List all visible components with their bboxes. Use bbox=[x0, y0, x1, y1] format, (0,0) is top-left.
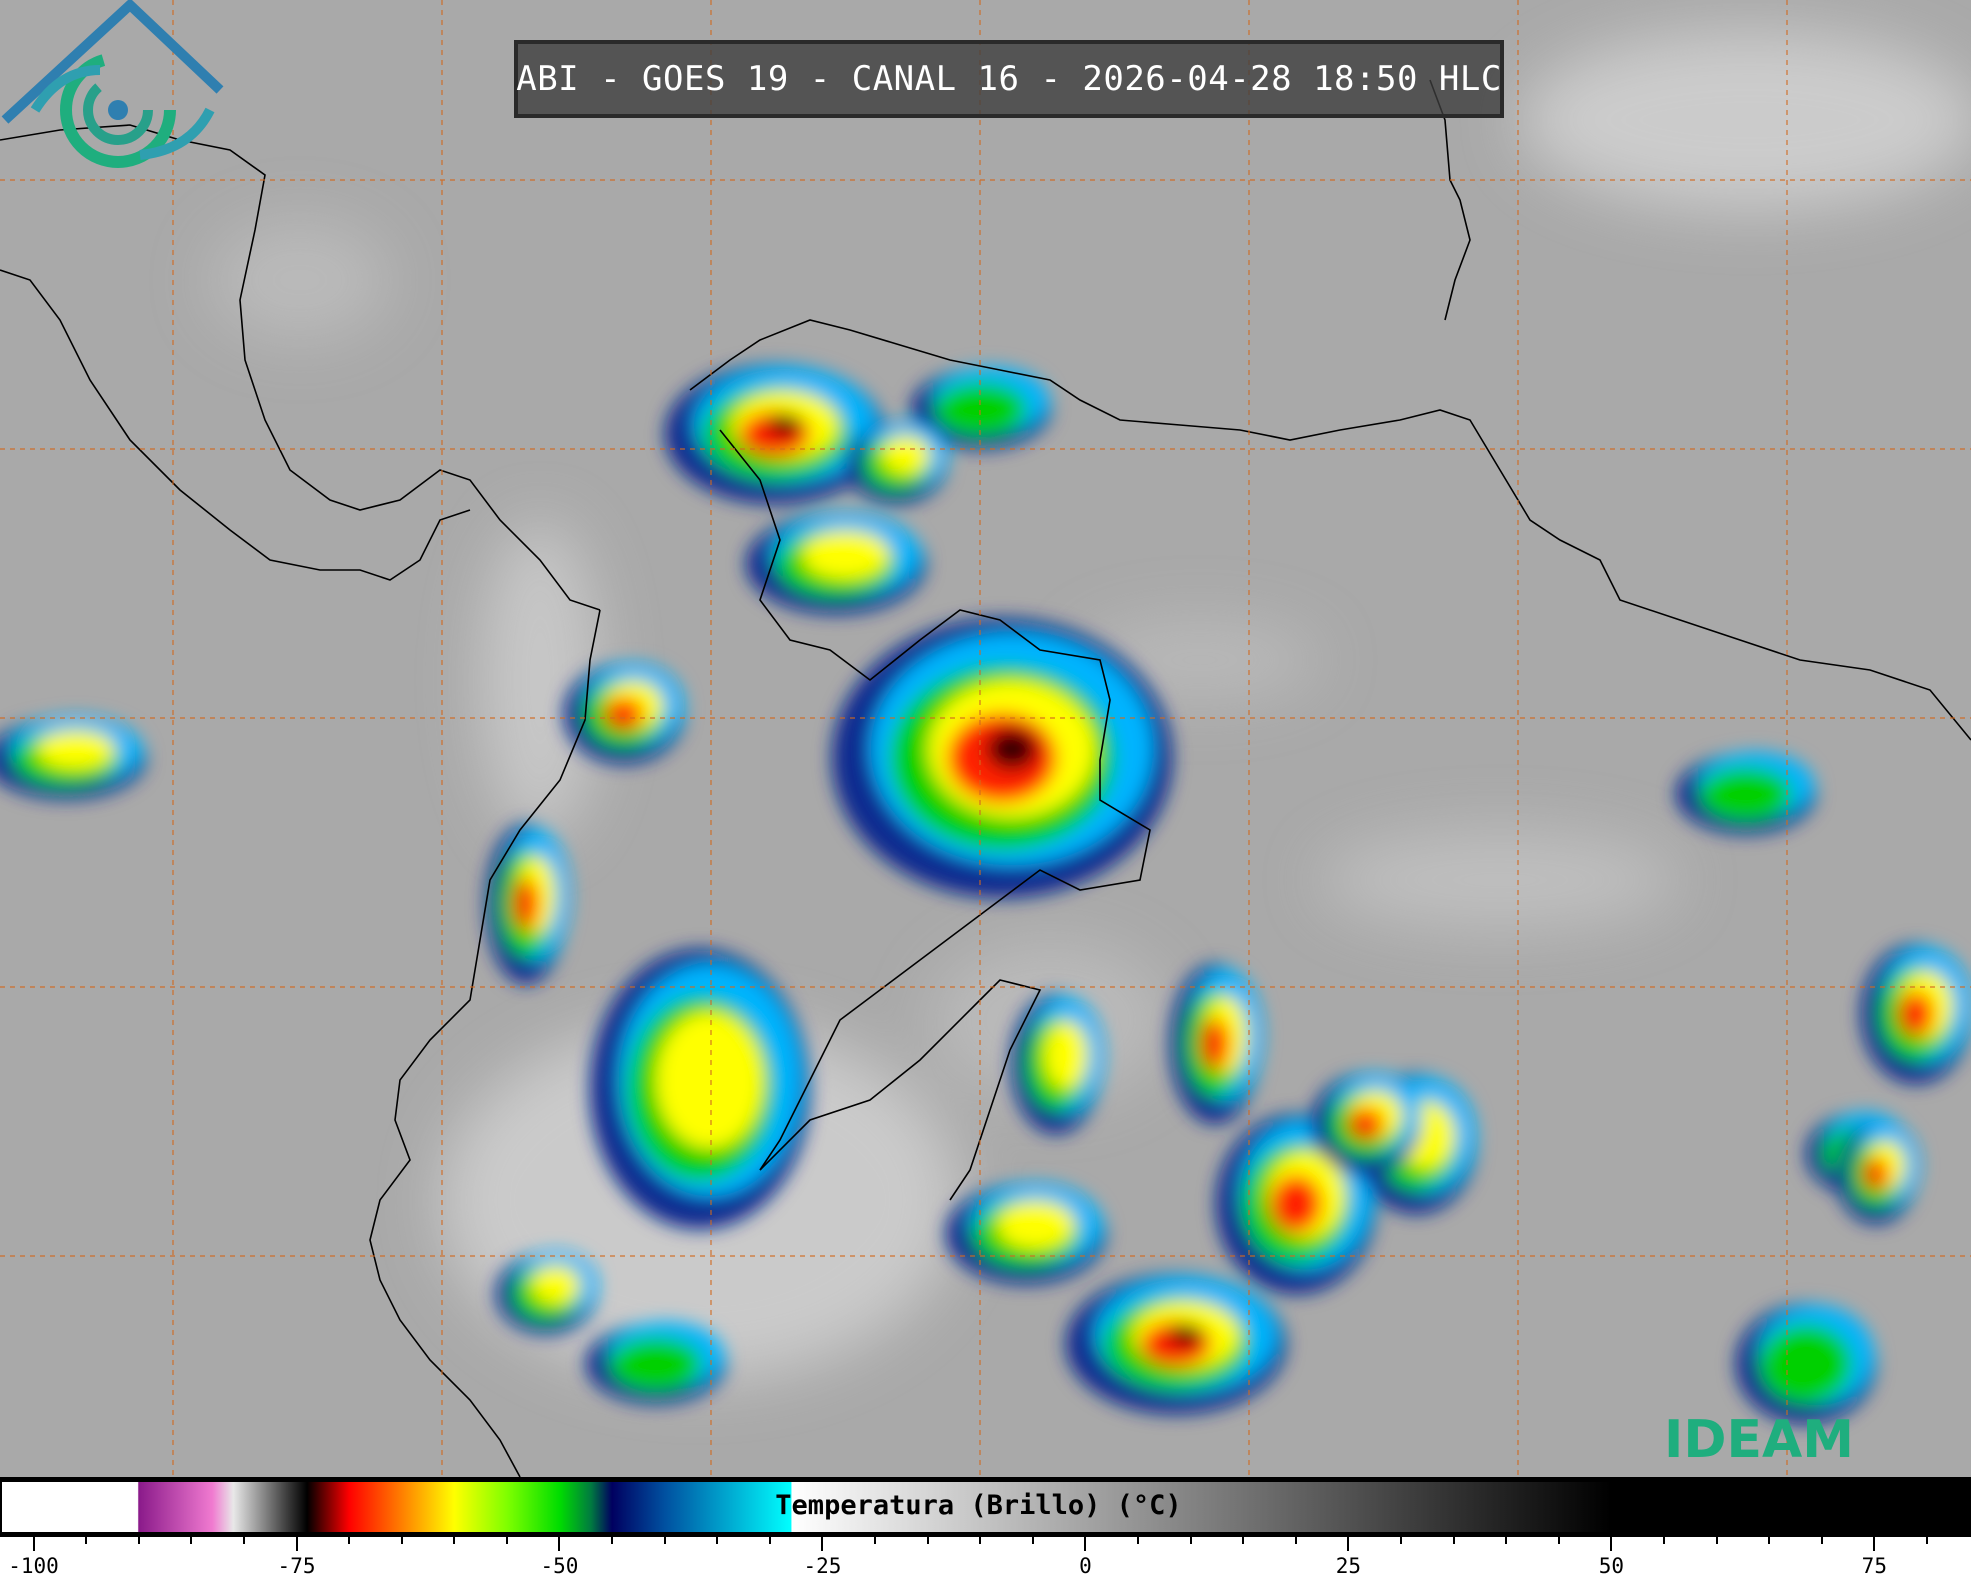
minor-tick bbox=[768, 1537, 771, 1544]
major-tick bbox=[1347, 1537, 1350, 1551]
tick-label: 75 bbox=[1861, 1554, 1887, 1577]
minor-tick bbox=[1715, 1537, 1718, 1544]
ideam-logo-icon bbox=[1, 0, 224, 168]
major-tick bbox=[558, 1537, 561, 1551]
minor-tick bbox=[874, 1537, 877, 1544]
major-tick bbox=[1084, 1537, 1087, 1551]
storm-cells bbox=[0, 364, 1971, 1424]
minor-tick bbox=[348, 1537, 351, 1544]
minor-tick bbox=[663, 1537, 666, 1544]
graticule bbox=[0, 0, 1971, 1477]
minor-tick bbox=[1925, 1537, 1928, 1544]
temperature-colorbar bbox=[2, 1482, 1969, 1532]
minor-tick bbox=[400, 1537, 403, 1544]
storm-cell bbox=[1311, 1073, 1422, 1174]
map-layer bbox=[0, 0, 1971, 1477]
tick-label: -25 bbox=[803, 1554, 842, 1577]
minor-tick bbox=[1820, 1537, 1823, 1544]
minor-tick bbox=[1452, 1537, 1455, 1544]
minor-tick bbox=[611, 1537, 614, 1544]
storm-cell bbox=[486, 824, 570, 984]
storm-cell bbox=[1861, 944, 1971, 1084]
storm-cell bbox=[1736, 1304, 1876, 1424]
minor-tick bbox=[505, 1537, 508, 1544]
storm-cell bbox=[1676, 751, 1816, 834]
minor-tick bbox=[926, 1537, 929, 1544]
storm-cell bbox=[564, 663, 684, 764]
minor-tick bbox=[1137, 1537, 1140, 1544]
colorbar-gradient bbox=[2, 1482, 1969, 1532]
minor-tick bbox=[979, 1537, 982, 1544]
minor-tick bbox=[1399, 1537, 1402, 1544]
major-tick bbox=[1610, 1537, 1613, 1551]
storm-cell bbox=[1836, 1123, 1920, 1224]
storm-cell bbox=[846, 421, 948, 504]
minor-tick bbox=[137, 1537, 140, 1544]
tick-label: -100 bbox=[8, 1554, 59, 1577]
storm-cell bbox=[1170, 964, 1263, 1124]
minor-tick bbox=[1768, 1537, 1771, 1544]
minor-tick bbox=[1294, 1537, 1297, 1544]
storm-cell bbox=[911, 366, 1051, 449]
major-tick bbox=[295, 1537, 298, 1551]
minor-tick bbox=[242, 1537, 245, 1544]
tick-label: -75 bbox=[277, 1554, 316, 1577]
storm-cell bbox=[746, 513, 926, 614]
storm-cell bbox=[832, 618, 1172, 898]
minor-tick bbox=[453, 1537, 456, 1544]
satellite-map: ABI - GOES 19 - CANAL 16 - 2026-04-28 18… bbox=[0, 0, 1971, 1477]
tick-label: 25 bbox=[1335, 1554, 1362, 1577]
ideam-logo-text: IDEAM bbox=[1664, 1410, 1855, 1470]
minor-tick bbox=[716, 1537, 719, 1544]
colorbar-axis: -100 -75 -50 -25 0 25 50 75 bbox=[0, 1537, 1971, 1577]
storm-cell bbox=[1011, 994, 1104, 1134]
storm-cell bbox=[1066, 1274, 1286, 1414]
minor-tick bbox=[1242, 1537, 1245, 1544]
major-tick bbox=[32, 1537, 35, 1551]
major-tick bbox=[821, 1537, 824, 1551]
minor-tick bbox=[1189, 1537, 1192, 1544]
title-text: ABI - GOES 19 - CANAL 16 - 2026-04-28 18… bbox=[516, 59, 1502, 99]
minor-tick bbox=[85, 1537, 88, 1544]
major-tick bbox=[1873, 1537, 1876, 1551]
title-banner: ABI - GOES 19 - CANAL 16 - 2026-04-28 18… bbox=[514, 40, 1504, 118]
storm-cell bbox=[590, 949, 810, 1229]
minor-tick bbox=[1662, 1537, 1665, 1544]
tick-label: 0 bbox=[1079, 1554, 1092, 1577]
storm-cell bbox=[0, 716, 146, 799]
minor-tick bbox=[1031, 1537, 1034, 1544]
minor-tick bbox=[1557, 1537, 1560, 1544]
tick-label: -50 bbox=[540, 1554, 579, 1577]
minor-tick bbox=[190, 1537, 193, 1544]
storm-cell bbox=[496, 1251, 598, 1334]
tick-label: 50 bbox=[1598, 1554, 1625, 1577]
minor-tick bbox=[1505, 1537, 1508, 1544]
storm-cell bbox=[946, 1183, 1106, 1284]
storm-cell bbox=[586, 1321, 726, 1404]
coastlines bbox=[0, 79, 1971, 1477]
